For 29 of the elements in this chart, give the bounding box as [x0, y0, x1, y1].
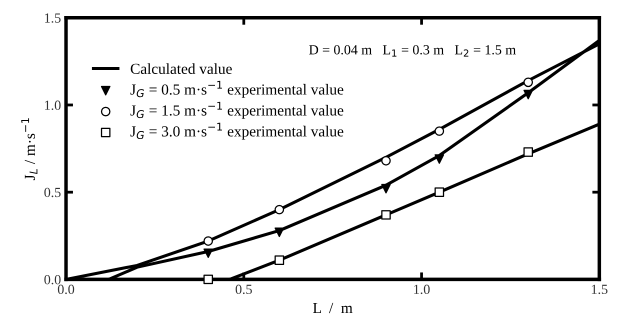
- x-tick-label: 1.0: [414, 284, 430, 294]
- point: [203, 274, 214, 284]
- point: [274, 255, 284, 265]
- point: [523, 90, 534, 100]
- legend-label: Calculated value: [130, 63, 232, 74]
- x-tick-label: 0.0: [58, 284, 74, 294]
- point: [203, 236, 214, 246]
- point: [274, 204, 284, 214]
- point: [203, 248, 214, 258]
- y-tick-label: 0.0: [44, 274, 61, 284]
- annotation: D = 0.04 m L$_{1}$ = 0.3 m L$_{2}$ = 1.5 m: [309, 45, 516, 57]
- legend-label: J$_{G}$ = 1.5 m·s$^{−1}$ experimental value: [130, 102, 344, 119]
- x-axis-title: L / m: [313, 302, 353, 314]
- x-tick-label: 1.5: [592, 284, 608, 294]
- point: [523, 78, 534, 88]
- y-tick-label: 1.5: [45, 13, 61, 23]
- y-axis-title: J$_{L}$ / m·s$^{−1}$: [21, 118, 38, 180]
- point: [274, 228, 284, 238]
- point: [434, 187, 444, 197]
- point: [381, 184, 391, 194]
- point: [434, 154, 444, 164]
- legend-label: J$_{G}$ = 0.5 m·s$^{−1}$ experimental value: [130, 80, 344, 98]
- y-tick-label: 1.0: [45, 100, 61, 110]
- x-tick-label: 0.5: [236, 284, 252, 294]
- legend-label: J$_{G}$ = 3.0 m·s$^{−1}$ experimental value: [130, 122, 344, 140]
- point: [523, 147, 534, 157]
- point: [434, 126, 444, 136]
- point: [381, 210, 391, 220]
- y-tick-label: 0.5: [44, 188, 61, 198]
